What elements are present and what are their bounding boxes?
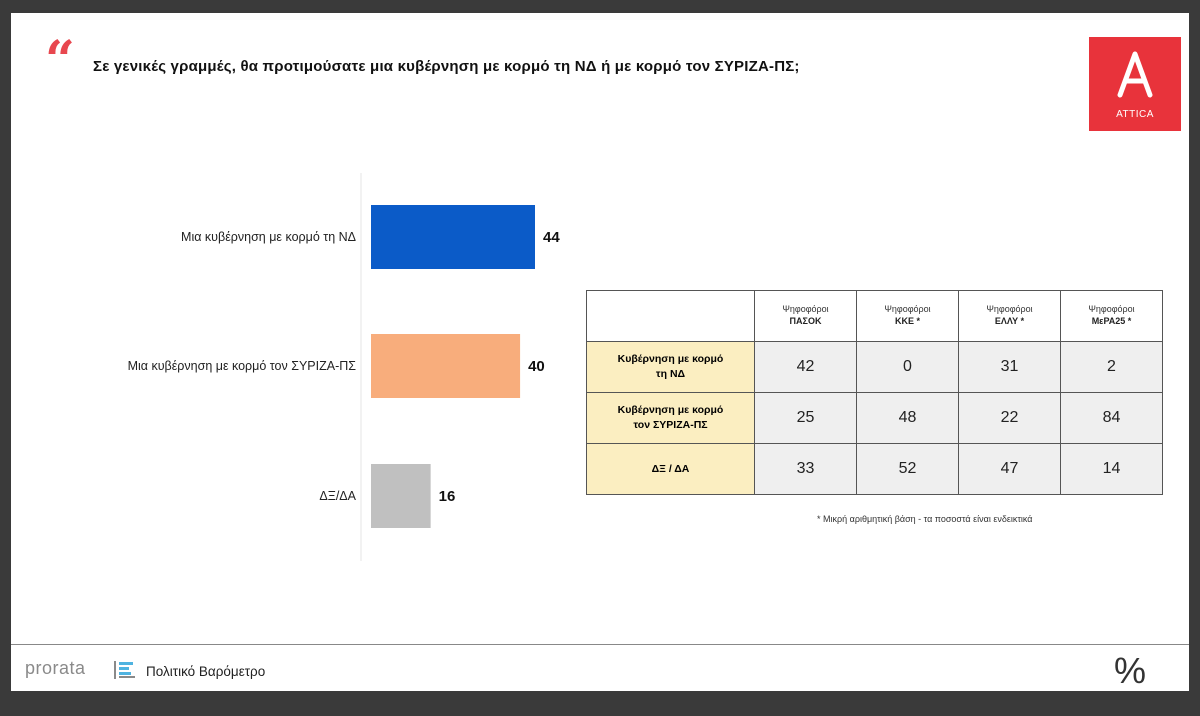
category-label: Μια κυβέρνηση με κορμό τη ΝΔ [181,230,356,244]
table-cell: 33 [754,443,857,495]
row-label-dk-na: ΔΞ / ΔΑ [586,443,755,495]
table-row: Κυβέρνηση με κορμό τον ΣΥΡΙΖΑ-ΠΣ 25 48 22… [586,392,1163,444]
attica-a-icon [1117,51,1153,98]
logo-text: ATTICA [1116,109,1154,120]
voter-breakdown-table: Ψηφοφόροι ΠΑΣΟΚ Ψηφοφόροι ΚΚΕ * Ψηφοφόροι Ε… [586,290,1163,495]
value-label: 44 [543,229,560,246]
table-cell: 14 [1060,443,1163,495]
col-header-pasok: Ψηφοφόροι ΠΑΣΟΚ [754,290,857,342]
col-header-mera25: Ψηφοφόροι ΜεΡΑ25 * [1060,290,1163,342]
quote-icon: “ [45,30,75,91]
table-cell: 84 [1060,392,1163,444]
value-label: 16 [439,488,456,505]
attica-logo: ATTICA [1089,37,1181,131]
table-row: Κυβέρνηση με κορμό τη ΝΔ 42 0 31 2 [586,341,1163,393]
question-title: Σε γενικές γραμμές, θα προτιμούσατε μια … [93,58,800,75]
table-cell: 52 [856,443,959,495]
table-corner [586,290,755,342]
bar-chart: Μια κυβέρνηση με κορμό τη ΝΔ 44 Μια κυβέρν… [128,173,560,561]
bars-icon [114,661,135,679]
value-label: 40 [528,358,545,375]
table-cell: 47 [958,443,1061,495]
category-label: ΔΞ/ΔΑ [319,489,356,503]
slide: “ Σε γενικές γραμμές, θα προτιμούσατε μι… [11,13,1189,691]
table-cell: 48 [856,392,959,444]
col-header-kke: Ψηφοφόροι ΚΚΕ * [856,290,959,342]
col-header-elly: Ψηφοφόροι ΕΛΛΥ * [958,290,1061,342]
table-footnote: * Μικρή αριθμητική βάση - τα ποσοστά είν… [817,514,1033,524]
table-row: ΔΞ / ΔΑ 33 52 47 14 [586,443,1163,495]
row-label-syriza: Κυβέρνηση με κορμό τον ΣΥΡΙΖΑ-ΠΣ [586,392,755,444]
row-label-nd: Κυβέρνηση με κορμό τη ΝΔ [586,341,755,393]
bar-2 [371,334,521,398]
table-cell: 42 [754,341,857,393]
table-cell: 22 [958,392,1061,444]
prorata-logo: prorata [25,658,86,678]
bar-3 [371,464,431,528]
table-cell: 25 [754,392,857,444]
table-cell: 31 [958,341,1061,393]
table-cell: 2 [1060,341,1163,393]
table-cell: 0 [856,341,959,393]
percent-icon: % [1114,650,1147,691]
footer-divider [11,644,1189,645]
category-label: Μια κυβέρνηση με κορμό τον ΣΥΡΙΖΑ-ΠΣ [128,359,357,373]
footer-title: Πολιτικό Βαρόμετρο [146,664,266,679]
bar-1 [371,205,535,269]
